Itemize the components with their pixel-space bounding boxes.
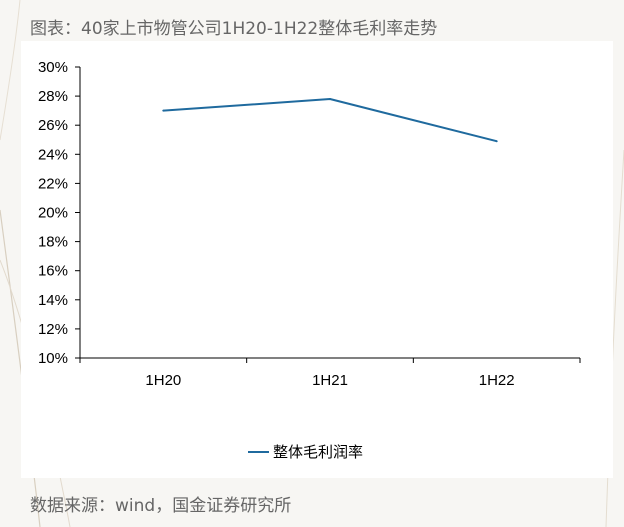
y-tick-label: 30% bbox=[38, 59, 68, 76]
y-tick-label: 26% bbox=[38, 117, 68, 134]
y-tick-label: 28% bbox=[38, 88, 68, 105]
legend-label: 整体毛利润率 bbox=[273, 443, 363, 461]
y-tick-label: 24% bbox=[38, 146, 68, 163]
x-tick-label: 1H21 bbox=[312, 372, 348, 389]
line-chart: 30%28%26%24%22%20%18%16%14%12%10% 1H20 1H… bbox=[38, 59, 581, 461]
y-tick-label: 12% bbox=[38, 321, 68, 338]
data-point bbox=[162, 109, 165, 112]
series-line bbox=[163, 98, 497, 143]
data-point bbox=[329, 98, 331, 101]
y-axis: 30% 28% 26% 24% 22% 20% 18% 16% 14% 12% 10% bbox=[38, 59, 81, 367]
x-tick-label: 1H22 bbox=[479, 372, 515, 389]
y-tick-label: 16% bbox=[38, 263, 68, 280]
y-tick-label: 14% bbox=[38, 292, 68, 309]
y-tick-label: 22% bbox=[38, 175, 68, 192]
y-tick-label: 10% bbox=[38, 350, 68, 367]
chart-panel: 30% 28% 26% 24% 22% 20% 18% 16% 14% 12% 10% 1H20 1H… bbox=[21, 41, 613, 478]
x-axis: 1H20 1H21 1H22 bbox=[79, 357, 581, 389]
data-point bbox=[495, 140, 498, 143]
chart-title: 图表：40家上市物管公司1H20-1H22整体毛利率走势 bbox=[30, 19, 438, 39]
series-lines bbox=[162, 98, 498, 143]
y-tick-label: 18% bbox=[38, 234, 68, 251]
legend: 整体毛利润率 bbox=[248, 443, 363, 461]
x-tick-label: 1H20 bbox=[145, 372, 181, 389]
source-note: 数据来源：wind，国金证券研究所 bbox=[30, 496, 292, 516]
y-tick-label: 20% bbox=[38, 205, 68, 222]
